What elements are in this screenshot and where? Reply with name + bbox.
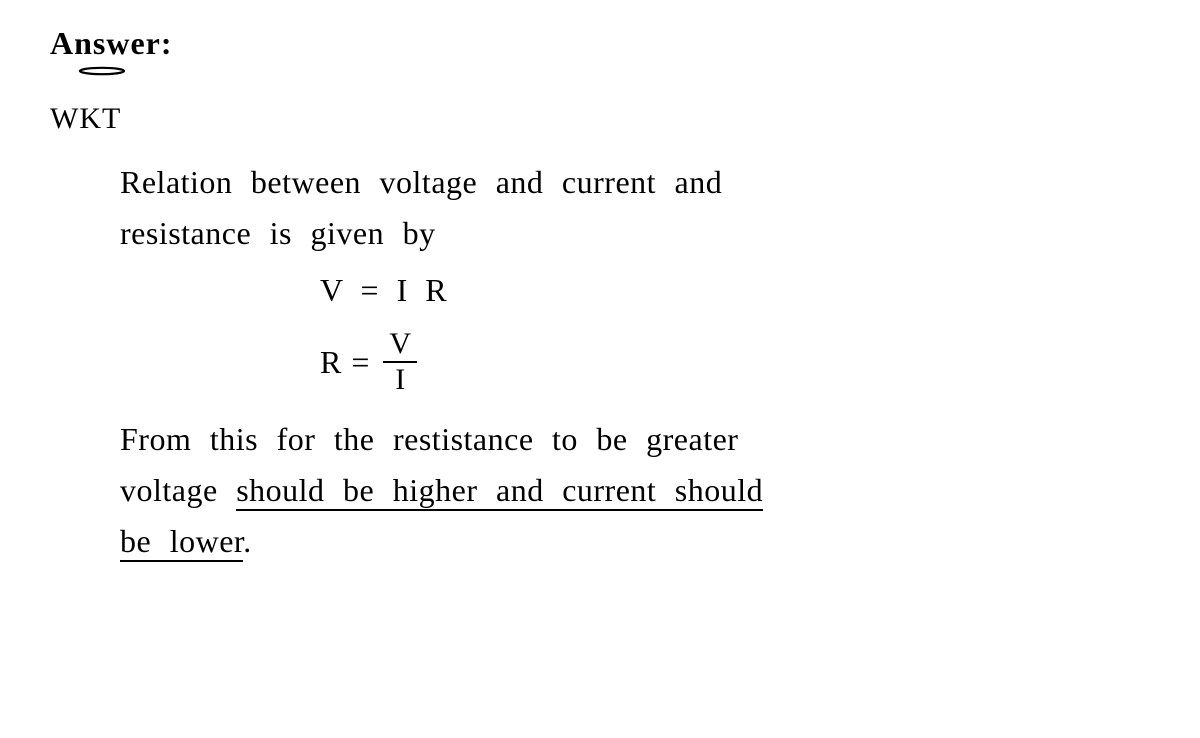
eq1-lhs: V <box>320 272 345 308</box>
equation-block: V = I R R = V I <box>120 272 1150 395</box>
answer-heading: Answer: <box>50 25 1150 62</box>
para2-a: voltage <box>120 472 236 508</box>
eq1-rhs: I R <box>397 272 449 308</box>
eq2-equals: = <box>351 344 369 381</box>
eq2-lhs: R <box>320 344 341 381</box>
fraction: V I <box>383 329 417 395</box>
text-line-2: resistance is given by <box>120 215 1150 252</box>
equation-1: V = I R <box>320 272 1150 309</box>
para-line-1: From this for the restistance to be grea… <box>120 421 1150 458</box>
equation-2: R = V I <box>320 329 1150 395</box>
heading-underline <box>78 66 126 74</box>
para-line-2: voltage should be higher and current sho… <box>120 472 1150 509</box>
fraction-numerator: V <box>383 329 417 361</box>
content-block: Relation between voltage and current and… <box>50 164 1150 560</box>
para2-underlined: should be higher and current should <box>236 472 763 511</box>
fraction-denominator: I <box>389 363 411 395</box>
wkt-label: WKT <box>50 102 1150 136</box>
para3-underlined: be lower <box>120 523 243 562</box>
para-line-3: be lower. <box>120 523 1150 560</box>
eq1-equals: = <box>361 272 381 308</box>
para3-tail: . <box>243 523 252 559</box>
text-line-1: Relation between voltage and current and <box>120 164 1150 201</box>
